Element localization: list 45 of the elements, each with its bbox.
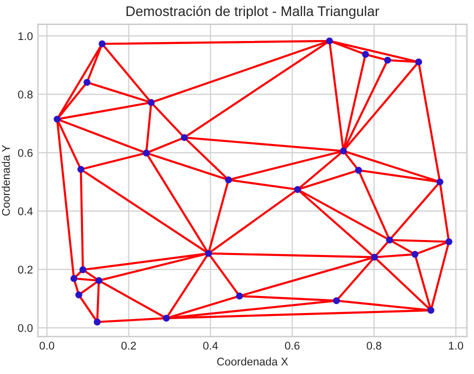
y-tick-label: 1.0 bbox=[18, 32, 33, 40]
x-tick-label: 0.4 bbox=[203, 342, 218, 350]
y-tick-label: 0.6 bbox=[18, 148, 33, 157]
point bbox=[162, 314, 170, 322]
point bbox=[148, 99, 155, 106]
x-tick-label: 0.6 bbox=[284, 342, 300, 350]
point bbox=[355, 166, 362, 174]
x-tick-label: 0.2 bbox=[121, 342, 136, 350]
point bbox=[70, 275, 78, 282]
x-axis-title: Coordenada X bbox=[217, 357, 288, 366]
x-tick-label: 0.0 bbox=[40, 342, 54, 350]
point bbox=[180, 134, 188, 142]
point bbox=[236, 292, 243, 300]
point bbox=[77, 166, 84, 173]
point bbox=[225, 176, 232, 184]
chart-title: Demostración de triplot - Malla Triangular bbox=[126, 6, 380, 19]
point bbox=[411, 250, 418, 258]
point bbox=[142, 150, 150, 156]
y-tick-label: 0.8 bbox=[18, 90, 33, 98]
point bbox=[75, 291, 82, 298]
x-tick-label: 0.8 bbox=[366, 342, 382, 350]
point bbox=[445, 238, 452, 246]
point bbox=[384, 56, 392, 64]
point bbox=[436, 178, 444, 186]
point bbox=[326, 37, 333, 44]
point bbox=[427, 306, 434, 314]
point bbox=[95, 277, 102, 284]
point bbox=[415, 58, 422, 66]
point bbox=[332, 297, 340, 304]
x-tick-label: 1.0 bbox=[448, 342, 464, 350]
point bbox=[294, 186, 302, 193]
point bbox=[54, 116, 61, 123]
point bbox=[79, 266, 86, 274]
y-tick-label: 0.4 bbox=[18, 207, 33, 216]
point bbox=[371, 254, 378, 261]
point bbox=[98, 40, 106, 48]
y-tick-label: 0.2 bbox=[18, 266, 32, 274]
y-tick-label: 0.0 bbox=[18, 324, 33, 332]
point bbox=[386, 236, 394, 244]
point bbox=[340, 148, 347, 154]
point bbox=[94, 318, 101, 326]
point bbox=[362, 50, 369, 58]
point bbox=[84, 78, 90, 86]
point bbox=[204, 250, 212, 257]
y-axis-title: Coordenada Y bbox=[2, 144, 10, 216]
